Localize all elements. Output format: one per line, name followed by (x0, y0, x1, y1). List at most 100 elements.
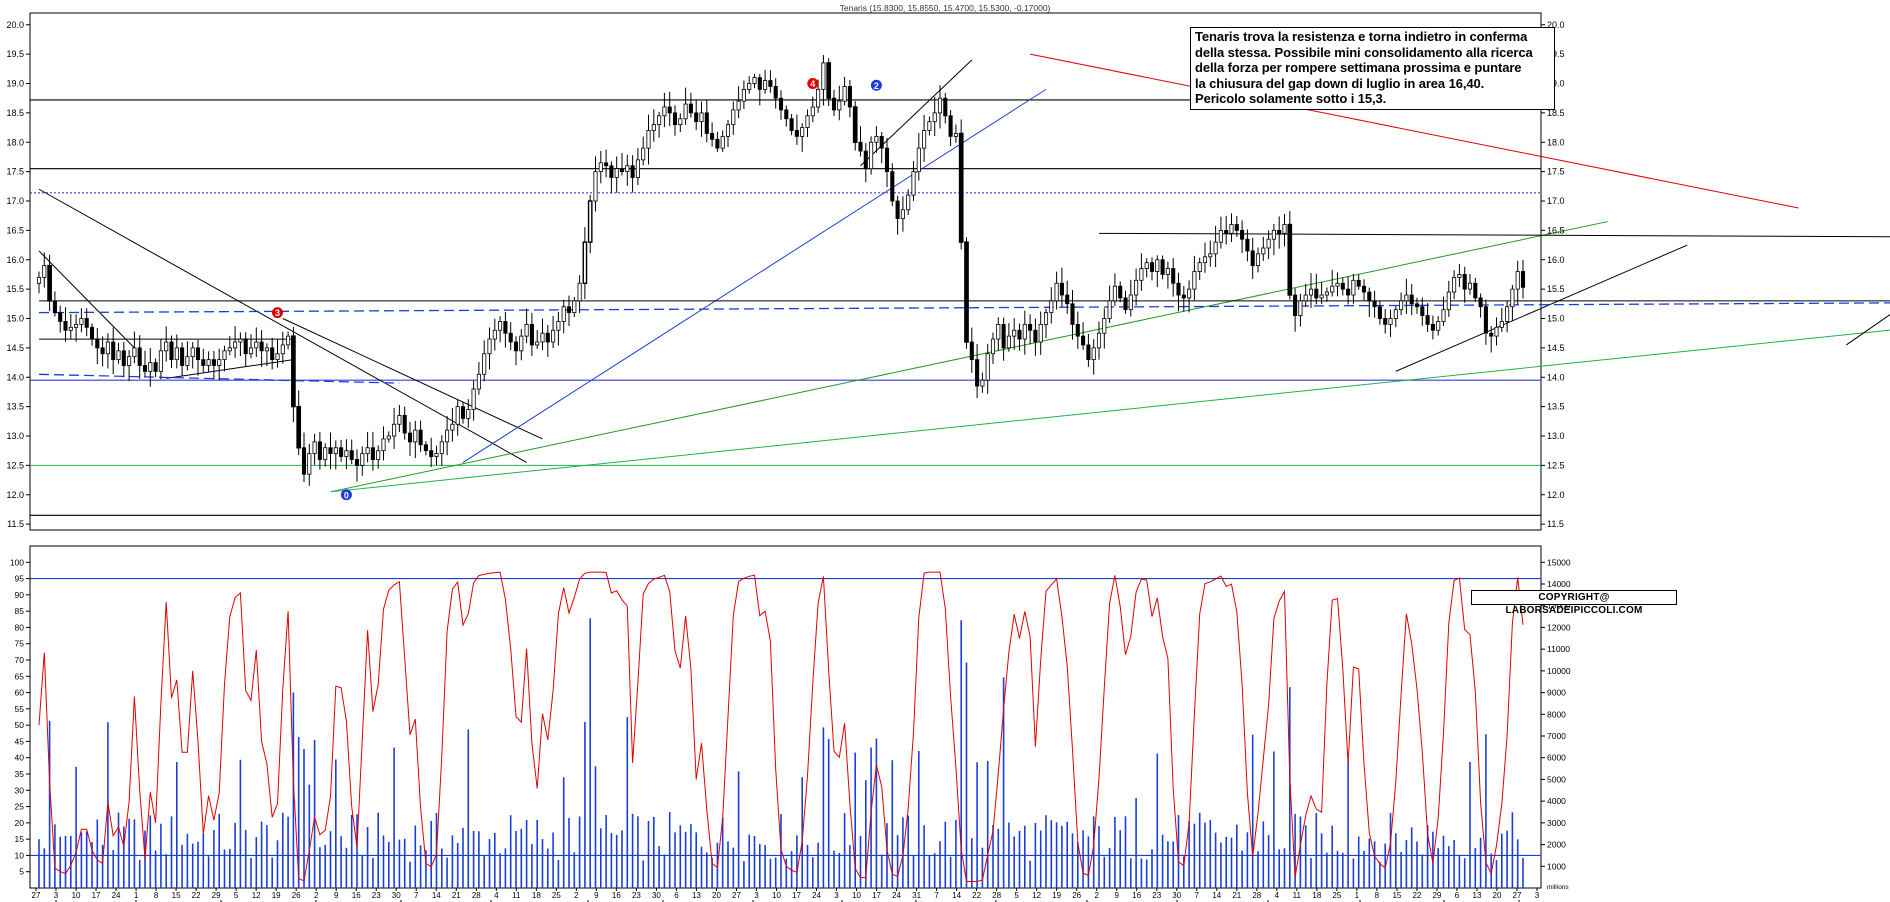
volume-bar (1230, 837, 1233, 888)
osc-tick-label-left: 100 (10, 557, 24, 567)
candle-body (975, 359, 980, 387)
volume-bar (748, 834, 750, 888)
osc-tick-label-left: 55 (15, 704, 25, 714)
candle-body (587, 200, 593, 243)
candle-body (1388, 318, 1393, 325)
volume-tick-label: 2000 (1547, 840, 1566, 850)
volume-tick-label: 14000 (1547, 579, 1571, 589)
candle-body (1202, 256, 1208, 264)
volume-bar (271, 857, 273, 888)
volume-bar (244, 829, 247, 888)
x-day-label: 7 (934, 891, 939, 900)
x-day-label: 8 (1375, 891, 1380, 900)
volume-bar (1474, 847, 1477, 888)
x-day-label: 2 (1094, 891, 1099, 900)
candle-body (195, 347, 201, 361)
candle-body (1361, 285, 1367, 293)
candle-body (635, 159, 640, 178)
candle-body (1224, 229, 1229, 234)
volume-bar (923, 825, 925, 888)
candle-body (445, 429, 450, 443)
volume-bar (80, 832, 83, 888)
candle-body (508, 332, 513, 343)
candle-body (1028, 323, 1033, 331)
osc-tick-label-left: 50 (15, 720, 25, 730)
y-tick-label-left: 12.5 (6, 460, 24, 470)
candle-body (969, 341, 974, 361)
candle-body (1033, 329, 1038, 343)
candle-body (1054, 282, 1059, 302)
candle-body (556, 321, 561, 331)
y-tick-label-right: 18.5 (1547, 108, 1565, 118)
volume-bar (1029, 860, 1031, 888)
candle-body (890, 171, 895, 202)
candle-body (1176, 282, 1181, 296)
candle-body (376, 450, 381, 460)
volume-bar (1469, 761, 1471, 888)
candle-body (874, 135, 879, 143)
volume-bar (170, 816, 173, 888)
x-day-label: 2 (574, 891, 579, 900)
volume-bar (1368, 838, 1371, 888)
candle-body (837, 100, 842, 111)
note-line: Tenaris trova la resistenza e torna indi… (1195, 29, 1528, 44)
candle-body (1017, 329, 1022, 340)
candle-body (710, 133, 715, 140)
volume-bar (144, 830, 146, 888)
volume-bar (1183, 856, 1185, 888)
volume-bar (239, 759, 242, 888)
wave-label-marker (807, 78, 819, 89)
osc-tick-label-left: 45 (15, 736, 25, 746)
candle-body (1515, 271, 1520, 290)
volume-bar (1458, 854, 1461, 888)
volume-bar (690, 824, 692, 888)
candle-body (58, 312, 63, 322)
candle-body (1081, 335, 1086, 346)
candle-body (731, 109, 736, 126)
candle-body (105, 341, 110, 355)
candle-body (778, 97, 784, 111)
volume-unit-label: millions (1547, 884, 1569, 891)
osc-tick-label-left: 60 (15, 688, 25, 698)
candle-body (1473, 282, 1478, 299)
x-day-label: 3 (54, 891, 59, 900)
volume-bar (1045, 815, 1047, 888)
volume-bar (605, 814, 607, 888)
candle-body (566, 306, 572, 314)
candle-body (254, 341, 259, 349)
x-day-label: 1 (134, 891, 139, 900)
candle-body (201, 359, 206, 366)
volume-bar (1262, 821, 1265, 888)
volume-bar (96, 819, 99, 888)
candle-body (736, 100, 741, 111)
volume-bar (419, 845, 422, 888)
volume-bar (101, 844, 104, 888)
candle-body (1261, 247, 1266, 255)
y-tick-label-right: 14.0 (1547, 372, 1565, 382)
candle-body (1457, 274, 1462, 278)
volume-bar (721, 817, 724, 888)
volume-bar (1421, 854, 1424, 888)
volume-bar (520, 828, 523, 888)
y-tick-label-left: 14.5 (6, 343, 24, 353)
volume-bar (732, 847, 735, 888)
volume-bar (600, 828, 602, 888)
volume-bar (849, 845, 851, 888)
y-tick-label-left: 17.0 (6, 196, 24, 206)
volume-bar (313, 739, 316, 888)
volume-bar (414, 825, 417, 888)
volume-bar (43, 848, 46, 888)
volume-bar (393, 747, 395, 888)
candle-body (1043, 312, 1049, 325)
candle-body (52, 300, 57, 314)
y-tick-label-left: 16.0 (6, 255, 24, 265)
volume-bar (918, 750, 920, 888)
y-tick-label-left: 19.5 (6, 49, 24, 59)
candle-body (227, 347, 232, 352)
y-tick-label-left: 13.5 (6, 402, 24, 412)
x-day-label: 16 (352, 891, 361, 900)
candle-body (604, 162, 609, 167)
x-day-label: 9 (1114, 891, 1119, 900)
x-day-label: 6 (1455, 891, 1460, 900)
volume-bar (838, 852, 841, 888)
